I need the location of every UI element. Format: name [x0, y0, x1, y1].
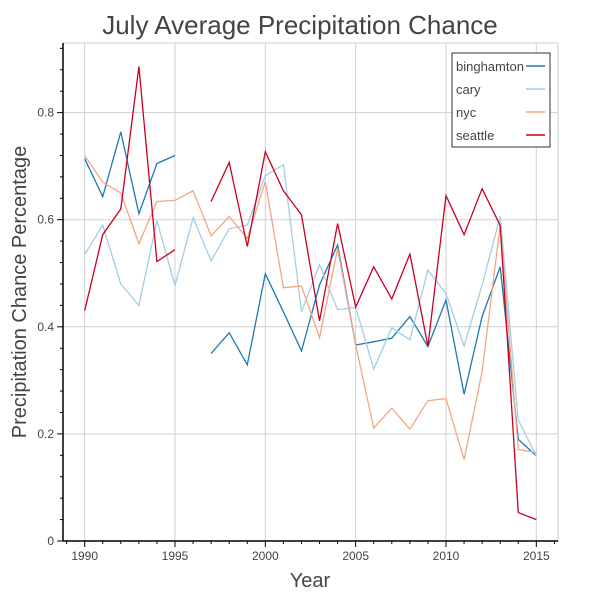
legend: binghamton cary nyc seattle	[451, 52, 551, 148]
axes: 1990 1995 2000 2005 2010 2015 0 0.2 0.4 0.6 0.8	[37, 43, 558, 563]
y-tick-label: 0.6	[37, 213, 54, 227]
x-axis-label: Year	[290, 570, 331, 592]
series-line-nyc	[84, 155, 537, 460]
x-tick-label: 2015	[523, 549, 550, 563]
x-tick-label: 1995	[162, 549, 189, 563]
x-tick-label: 1990	[71, 549, 98, 563]
legend-box	[451, 52, 551, 148]
x-tick-label: 2005	[342, 549, 369, 563]
legend-label-seattle: seattle	[456, 128, 494, 143]
series-line-cary	[84, 163, 537, 457]
legend-label-binghamton: binghamton	[456, 59, 524, 74]
x-tick-label: 2010	[433, 549, 460, 563]
y-axis-label: Precipitation Chance Percentage	[9, 146, 31, 438]
legend-label-cary: cary	[456, 82, 481, 97]
x-tick-label: 2000	[252, 549, 279, 563]
y-tick-label: 0.2	[37, 427, 54, 441]
y-tick-label: 0	[47, 534, 54, 548]
series-line-seattle	[84, 66, 537, 521]
series-line-binghamton	[84, 131, 537, 457]
legend-label-nyc: nyc	[456, 105, 477, 120]
chart-title: July Average Precipitation Chance	[102, 10, 498, 40]
y-tick-label: 0.4	[37, 320, 54, 334]
series-lines	[84, 66, 537, 521]
y-tick-label: 0.8	[37, 106, 54, 120]
